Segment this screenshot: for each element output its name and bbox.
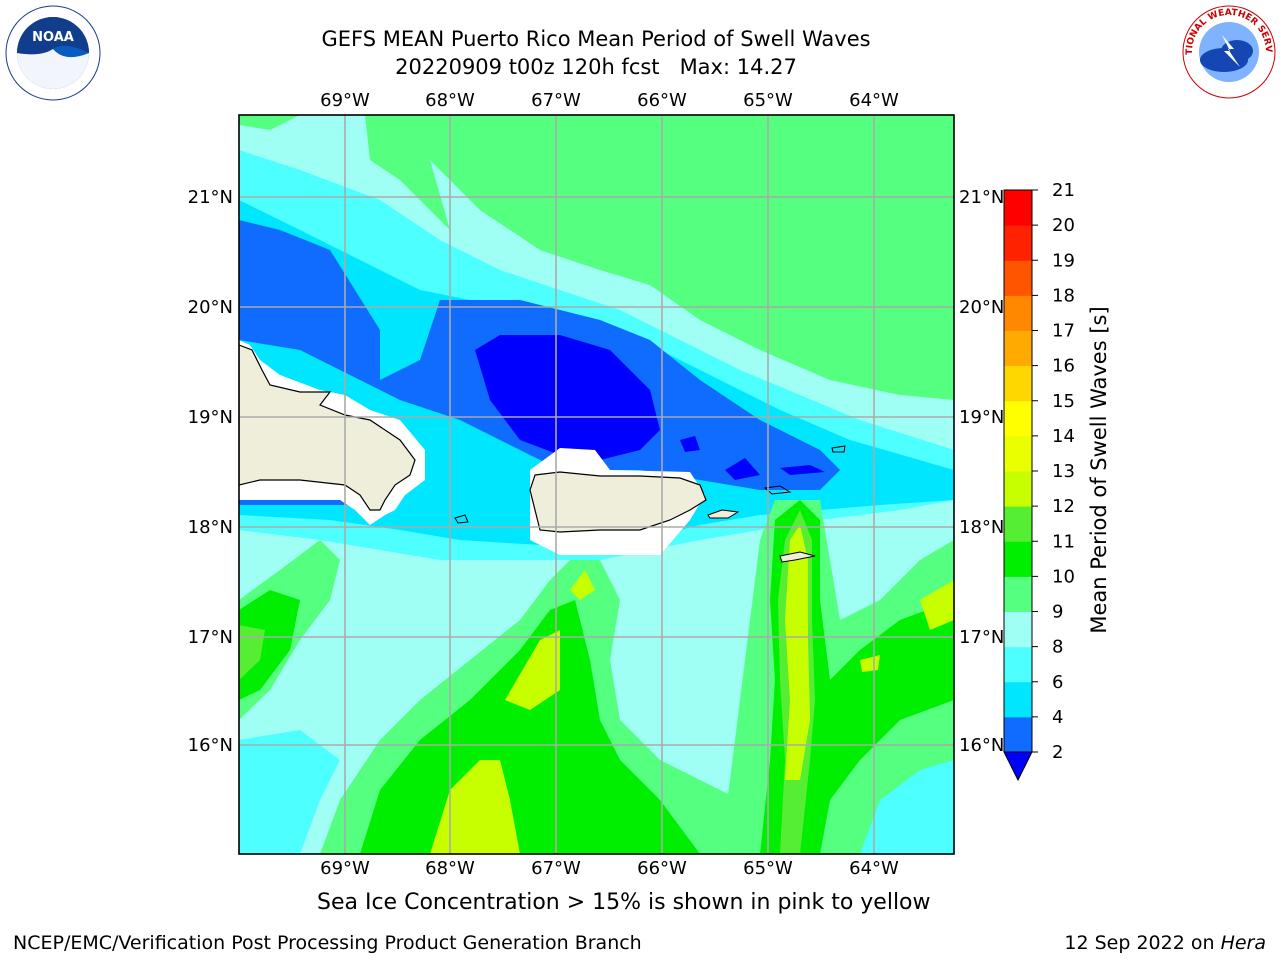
colorbar-segment bbox=[1004, 716, 1032, 753]
colorbar-segment bbox=[1004, 330, 1032, 367]
colorbar-tick-label: 20 bbox=[1052, 215, 1075, 236]
nws-logo: NATIONAL WEATHER SERVICE bbox=[1182, 5, 1276, 99]
lat-label-right: 18°N bbox=[959, 517, 1004, 538]
lon-label-bottom: 66°W bbox=[637, 858, 687, 879]
lon-label-bottom: 69°W bbox=[320, 858, 370, 879]
colorbar-segment bbox=[1004, 611, 1032, 648]
hispaniola-land bbox=[239, 344, 416, 511]
lon-label-top: 68°W bbox=[425, 90, 475, 111]
colorbar-tick-label: 2 bbox=[1052, 742, 1063, 763]
colorbar-segment bbox=[1004, 541, 1032, 577]
colorbar-segment bbox=[1004, 681, 1032, 718]
colorbar-segment bbox=[1004, 576, 1032, 612]
mona-island bbox=[454, 514, 469, 524]
colorbar-tick-label: 13 bbox=[1052, 461, 1075, 482]
colorbar: 2 4 6 8 9 10 11 12 13 14 15 16 17 18 19 20 21 bbox=[1003, 180, 1075, 782]
lon-label-bottom: 67°W bbox=[531, 858, 581, 879]
colorbar-tick-label: 9 bbox=[1052, 602, 1063, 623]
colorbar-tick-label: 15 bbox=[1052, 391, 1075, 412]
lat-label-left: 18°N bbox=[188, 517, 233, 538]
colorbar-segment bbox=[1004, 646, 1032, 683]
footer-host: Hera bbox=[1220, 932, 1266, 954]
colorbar-tick-label: 19 bbox=[1052, 250, 1075, 271]
field-dark-blue bbox=[475, 335, 660, 460]
lat-label-right: 16°N bbox=[959, 735, 1004, 756]
colorbar-tick-label: 6 bbox=[1052, 672, 1063, 693]
colorbar-tick-label: 18 bbox=[1052, 285, 1075, 306]
lon-label-top: 69°W bbox=[320, 90, 370, 111]
footer-date-text: 12 Sep 2022 on bbox=[1064, 932, 1221, 954]
colorbar-segment bbox=[1004, 260, 1032, 296]
virgin-islands bbox=[763, 485, 792, 495]
lat-label-right: 21°N bbox=[959, 187, 1004, 208]
map-frame bbox=[238, 114, 955, 855]
noaa-logo: NOAA bbox=[5, 5, 101, 101]
colorbar-tick-label: 4 bbox=[1052, 707, 1063, 728]
map-title-line2: 20220909 t00z 120h fcst Max: 14.27 bbox=[395, 55, 797, 79]
footer-date: 12 Sep 2022 on Hera bbox=[1064, 932, 1266, 954]
lon-label-top: 67°W bbox=[531, 90, 581, 111]
lat-label-left: 16°N bbox=[188, 735, 233, 756]
lat-label-right: 17°N bbox=[959, 627, 1004, 648]
swell-period-field bbox=[239, 115, 954, 854]
colorbar-tick-label: 17 bbox=[1052, 321, 1075, 342]
colorbar-tick-label: 10 bbox=[1052, 566, 1075, 587]
sea-ice-note: Sea Ice Concentration > 15% is shown in … bbox=[317, 890, 931, 915]
colorbar-tick-label: 14 bbox=[1052, 426, 1075, 447]
lat-label-left: 21°N bbox=[188, 187, 233, 208]
lat-label-left: 19°N bbox=[188, 407, 233, 428]
noaa-text: NOAA bbox=[32, 30, 74, 45]
lat-label-right: 20°N bbox=[959, 297, 1004, 318]
colorbar-extend-arrow bbox=[1003, 751, 1033, 782]
colorbar-tick-label: 21 bbox=[1052, 180, 1075, 201]
colorbar-segment bbox=[1004, 190, 1032, 226]
gridlines bbox=[239, 115, 954, 854]
vieques-land bbox=[707, 509, 740, 519]
colorbar-segment bbox=[1004, 400, 1032, 437]
colorbar-segment bbox=[1004, 471, 1032, 507]
lon-label-bottom: 65°W bbox=[743, 858, 793, 879]
colorbar-tick-label: 16 bbox=[1052, 356, 1075, 377]
colorbar-segment bbox=[1004, 506, 1032, 542]
lon-label-top: 65°W bbox=[743, 90, 793, 111]
colorbar-segment bbox=[1004, 365, 1032, 402]
colorbar-segment bbox=[1004, 435, 1032, 472]
colorbar-label: Mean Period of Swell Waves [s] bbox=[1087, 306, 1111, 633]
lat-label-right: 19°N bbox=[959, 407, 1004, 428]
lon-label-bottom: 64°W bbox=[849, 858, 899, 879]
colorbar-tick-label: 11 bbox=[1052, 531, 1075, 552]
lon-label-top: 66°W bbox=[637, 90, 687, 111]
colorbar-segment bbox=[1004, 295, 1032, 331]
lat-label-left: 20°N bbox=[188, 297, 233, 318]
colorbar-tick-label: 8 bbox=[1052, 637, 1063, 658]
lon-label-top: 64°W bbox=[849, 90, 899, 111]
footer-branch: NCEP/EMC/Verification Post Processing Pr… bbox=[13, 932, 642, 954]
map-title-line1: GEFS MEAN Puerto Rico Mean Period of Swe… bbox=[321, 27, 871, 51]
colorbar-segment bbox=[1004, 225, 1032, 261]
lat-label-left: 17°N bbox=[188, 627, 233, 648]
colorbar-tick-label: 12 bbox=[1052, 496, 1075, 517]
lon-label-bottom: 68°W bbox=[425, 858, 475, 879]
st-croix-land bbox=[779, 551, 816, 563]
